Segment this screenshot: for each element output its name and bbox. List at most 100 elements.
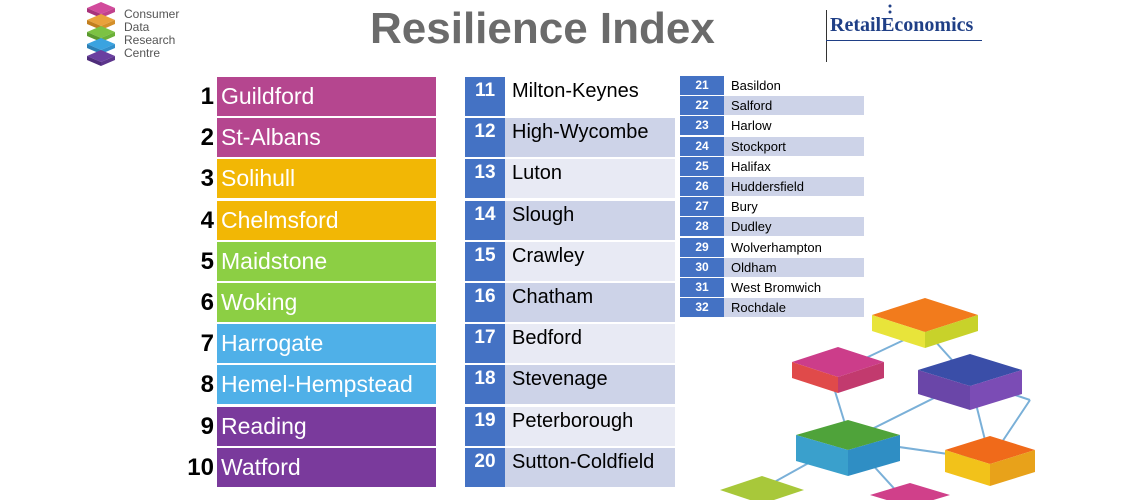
rank-number: 30 [680, 257, 724, 277]
row-background [724, 197, 864, 217]
purple-cube [918, 354, 1022, 410]
rank-number: 32 [680, 298, 724, 318]
rank-number: 11 [465, 77, 505, 116]
network-cubes-illustration [720, 298, 1035, 500]
rank-row: 23 Harlow [680, 116, 864, 136]
rank-number: 7 [200, 330, 214, 358]
row-background [505, 324, 675, 364]
orange-cube [872, 298, 978, 348]
rank-row: 26 Huddersfield [680, 176, 864, 197]
town-name: Solihull [217, 159, 436, 199]
rank-row: 18 Stevenage [465, 365, 675, 406]
town-name: Sutton-Coldfield [512, 450, 655, 473]
rank-number: 3 [200, 165, 214, 193]
rank-number: 9 [200, 412, 214, 440]
retail-economics-logo: RetailEconomics [822, 4, 992, 62]
logo-line: Consumer [124, 7, 180, 21]
rank-number: 29 [680, 237, 724, 257]
town-name: Peterborough [512, 409, 634, 432]
town-name: Salford [731, 98, 773, 114]
cdrc-logo: Consumer Data Research Centre [86, 2, 216, 68]
town-name: Hemel-Hempstead [217, 365, 436, 405]
rank-number: 5 [200, 247, 214, 275]
rank-number: 12 [465, 118, 505, 158]
rank-row: 31 West Bromwich [680, 277, 864, 298]
rank-row: 32 Rochdale [680, 298, 864, 318]
town-name: Huddersfield [731, 178, 804, 194]
rank-number: 2 [200, 124, 214, 152]
ranks-21-32-list: 21 Basildon 22 Salford 23 Harlow 24 Stockport 25… [680, 76, 864, 318]
ranks-11-20-list: 11 Milton-Keynes 12 High-Wycombe 13 Luton 14 Sl… [465, 77, 675, 489]
brand-underline [826, 40, 982, 41]
town-name: West Bromwich [731, 279, 822, 295]
town-name: Luton [512, 162, 563, 185]
rank-number: 28 [680, 217, 724, 237]
row-background [724, 176, 864, 196]
town-name: Stevenage [512, 368, 608, 391]
rank-number: 25 [680, 156, 724, 176]
rank-number: 19 [465, 406, 505, 446]
rank-row: 29 Wolverhampton [680, 237, 864, 258]
logo-text: Consumer Data Research Centre [124, 8, 179, 60]
rank-row: 22 Salford [680, 96, 864, 116]
row-background [505, 365, 675, 405]
row-background [724, 76, 864, 95]
town-name: Harlow [731, 118, 772, 134]
rank-number: 10 [187, 453, 214, 481]
rank-number: 1 [200, 83, 214, 110]
town-name: Woking [217, 282, 436, 322]
town-name: Dudley [731, 219, 772, 235]
town-name: High-Wycombe [512, 121, 649, 144]
row-background [505, 282, 675, 322]
town-name: St-Albans [217, 118, 436, 158]
rank-number: 15 [465, 241, 505, 281]
rank-number: 22 [680, 96, 724, 116]
rank-number: 17 [465, 324, 505, 364]
town-name: Basildon [731, 78, 781, 93]
row-background [724, 298, 864, 318]
rank-number: 26 [680, 176, 724, 196]
town-name: Crawley [512, 244, 585, 267]
green-cube [796, 420, 900, 476]
logo-line: Centre [124, 46, 161, 60]
rank-number: 20 [465, 447, 505, 487]
row-background [724, 116, 864, 136]
town-name: Guildford [217, 77, 436, 116]
town-name: Rochdale [731, 300, 786, 316]
rank-number: 13 [465, 159, 505, 199]
town-name: Milton-Keynes [512, 80, 639, 102]
row-background [505, 77, 675, 116]
row-background [505, 447, 675, 487]
rank-row: 24 Stockport [680, 136, 864, 157]
town-name: Oldham [731, 259, 777, 275]
rank-row: 28 Dudley [680, 217, 864, 237]
row-background [724, 217, 864, 237]
logo-line: Data [124, 20, 150, 34]
rank-row: 30 Oldham [680, 257, 864, 278]
town-name: Watford [217, 447, 436, 487]
row-background [505, 200, 675, 240]
town-name: Bedford [512, 327, 583, 350]
row-background [724, 237, 864, 257]
rank-row: 13 Luton [465, 159, 675, 200]
rank-row: 16 Chatham [465, 282, 675, 324]
rank-row: 19 Peterborough [465, 406, 675, 448]
rank-number: 23 [680, 116, 724, 136]
row-background [724, 156, 864, 176]
rank-row: 14 Slough [465, 200, 675, 242]
rank-number: 27 [680, 197, 724, 217]
row-background [724, 277, 864, 297]
rank-number: 16 [465, 282, 505, 322]
brand-divider [826, 10, 827, 62]
rank-number: 14 [465, 200, 505, 240]
row-background [505, 159, 675, 199]
town-name: Halifax [731, 158, 771, 174]
lime-cube [720, 476, 804, 500]
row-background [724, 257, 864, 277]
town-name: Stockport [731, 138, 786, 154]
row-background [724, 136, 864, 156]
town-name: Harrogate [217, 324, 436, 364]
rank-number: 6 [200, 288, 214, 316]
row-background [505, 241, 675, 281]
rank-number: 24 [680, 136, 724, 156]
